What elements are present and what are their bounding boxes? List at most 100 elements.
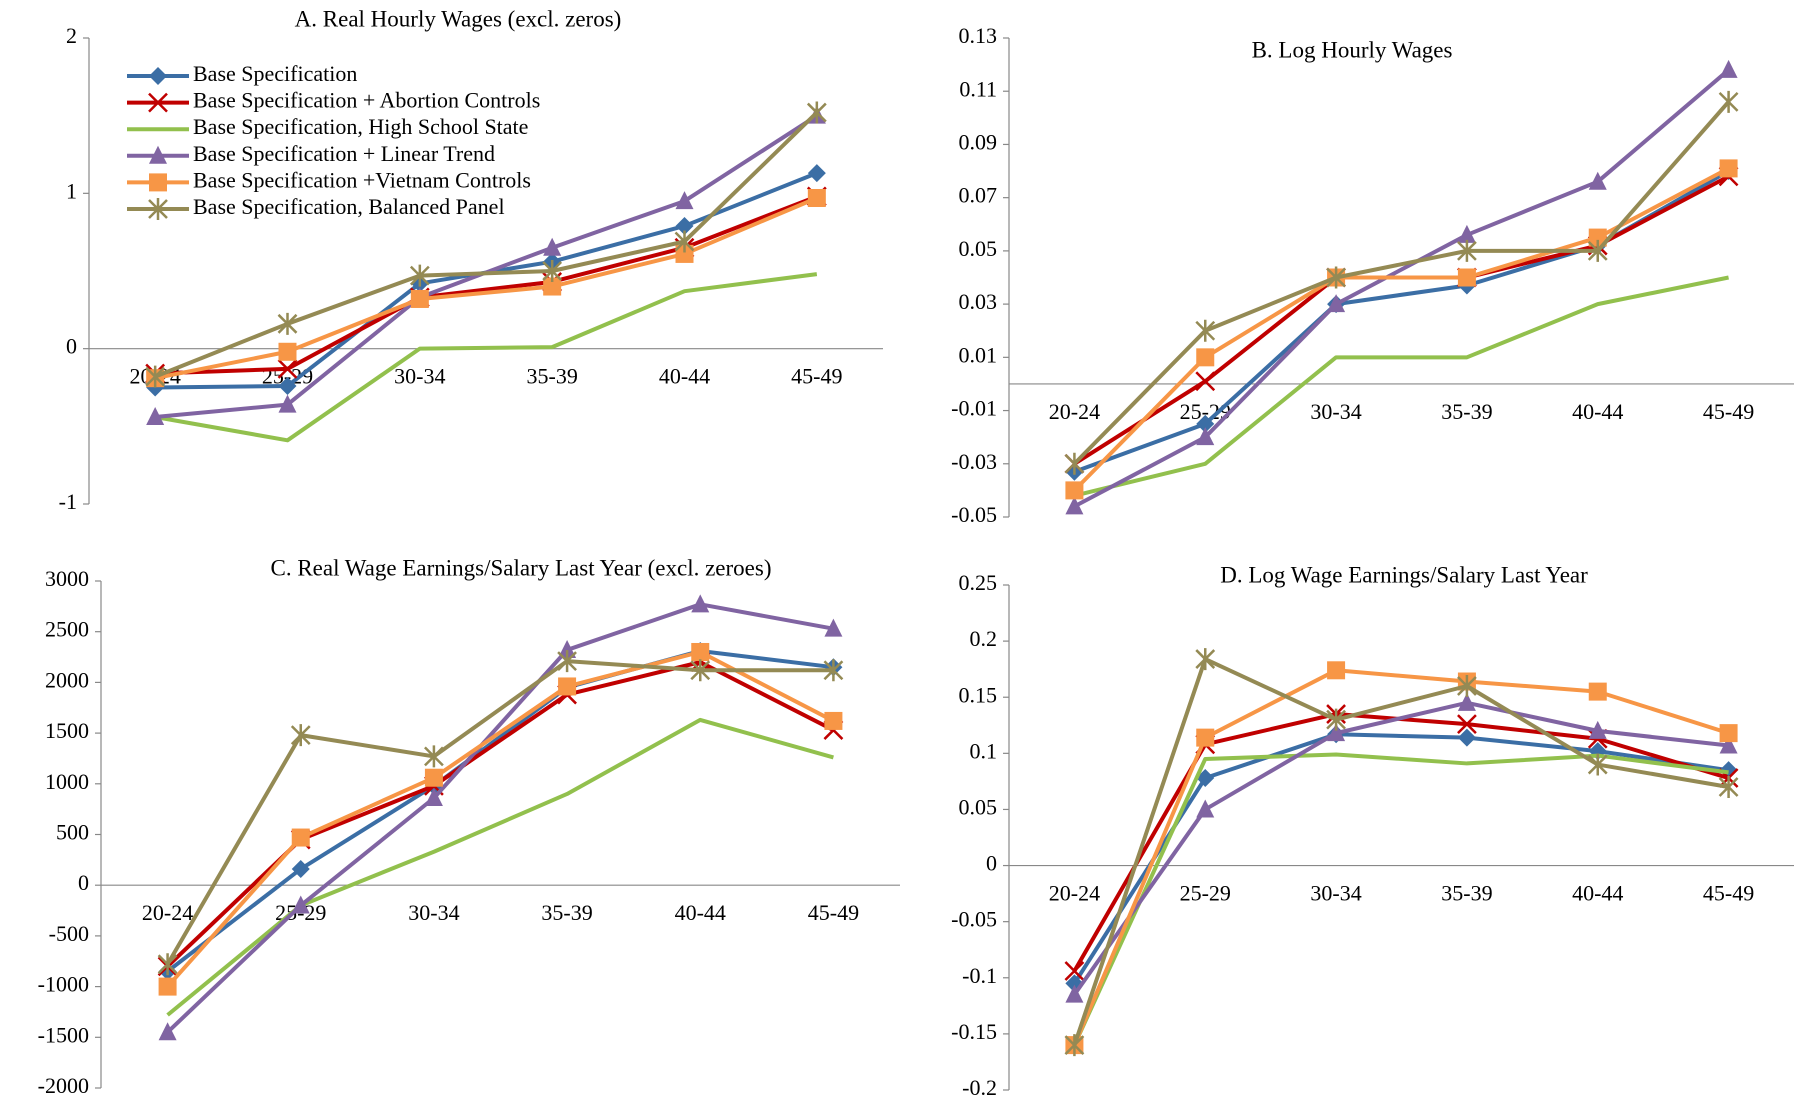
marker — [1064, 961, 1085, 981]
marker — [806, 101, 827, 124]
marker — [807, 164, 826, 183]
x-tick-label: 30-34 — [394, 364, 445, 389]
y-tick-label: 0.1 — [970, 738, 998, 763]
series-line — [166, 648, 834, 973]
y-tick-label: -0.01 — [951, 396, 997, 421]
marker — [1196, 348, 1215, 367]
marker — [1196, 427, 1215, 446]
marker — [1064, 452, 1085, 475]
y-tick-label: -1500 — [38, 1022, 89, 1047]
x-tick-label: 40-44 — [675, 900, 726, 925]
y-tick-label: 0.13 — [959, 23, 998, 48]
marker — [674, 230, 695, 253]
marker — [1457, 268, 1476, 287]
legend-label: Base Specification + Abortion Controls — [193, 88, 540, 113]
marker — [1326, 266, 1346, 289]
marker — [1326, 708, 1346, 731]
y-tick-label: 0.05 — [959, 794, 998, 819]
y-tick-label: 500 — [56, 820, 89, 845]
y-tick-label: 0 — [66, 334, 77, 359]
marker — [410, 289, 429, 308]
series-line — [1072, 732, 1729, 985]
series-line — [1072, 657, 1729, 1046]
y-tick-label: 0.11 — [959, 76, 997, 101]
x-tick-label: 45-49 — [808, 900, 859, 925]
marker — [424, 745, 444, 768]
marker — [690, 659, 711, 682]
marker — [1065, 481, 1084, 500]
marker — [1588, 228, 1607, 247]
x-tick-label: 45-49 — [1703, 881, 1754, 906]
marker — [1719, 159, 1738, 178]
marker — [1718, 90, 1739, 113]
marker — [424, 768, 443, 787]
marker — [675, 244, 694, 263]
x-tick-label: 30-34 — [1310, 399, 1361, 424]
y-tick-label: 2500 — [45, 617, 89, 642]
x-tick-label: 35-39 — [1441, 881, 1492, 906]
x-tick-label: 20-24 — [1049, 881, 1100, 906]
x-tick-label: 45-49 — [1703, 399, 1754, 424]
y-tick-label: 0.25 — [959, 570, 998, 595]
marker — [158, 977, 177, 996]
series-line — [1072, 752, 1729, 1046]
series-line — [166, 649, 835, 988]
marker — [675, 216, 694, 235]
y-tick-label: 0 — [986, 851, 997, 876]
marker — [1457, 239, 1477, 262]
marker — [278, 394, 297, 413]
y-tick-label: 3000 — [45, 566, 89, 591]
x-tick-label: 35-39 — [541, 900, 592, 925]
series-line — [1072, 100, 1731, 466]
chart-title: B. Log Hourly Wages — [1252, 37, 1453, 62]
legend-label: Base Specification — [193, 61, 357, 86]
marker — [543, 277, 562, 296]
marker — [823, 659, 844, 682]
marker — [424, 787, 443, 806]
legend-label: Base Specification, Balanced Panel — [193, 194, 505, 219]
x-tick-label: 25-29 — [1180, 881, 1231, 906]
marker — [1457, 692, 1476, 711]
chart-title: D. Log Wage Earnings/Salary Last Year — [1220, 562, 1588, 587]
x-tick-label: 40-44 — [1572, 881, 1623, 906]
marker — [1327, 294, 1346, 313]
y-tick-label: 2000 — [45, 667, 89, 692]
marker — [1718, 776, 1739, 798]
marker — [1719, 735, 1738, 754]
marker — [1588, 720, 1607, 739]
legend-marker — [148, 92, 168, 113]
marker — [146, 407, 165, 426]
series-line — [1073, 68, 1730, 509]
marker — [1457, 714, 1477, 735]
marker — [1195, 371, 1216, 392]
y-tick-label: 0.2 — [970, 626, 998, 651]
series-line — [165, 659, 834, 966]
y-tick-label: -0.1 — [962, 963, 997, 988]
y-tick-label: 0.01 — [959, 342, 998, 367]
x-tick-label: 35-39 — [527, 364, 578, 389]
marker — [558, 677, 577, 696]
marker — [691, 642, 710, 661]
x-tick-label: 20-24 — [142, 900, 193, 925]
marker — [1587, 753, 1608, 776]
y-tick-label: -500 — [49, 921, 89, 946]
marker — [1327, 661, 1346, 680]
y-tick-label: 1500 — [45, 718, 89, 743]
marker — [1457, 728, 1476, 747]
x-tick-label: 30-34 — [1310, 881, 1361, 906]
y-tick-label: 2 — [66, 23, 77, 48]
marker — [1196, 414, 1215, 433]
legend-label: Base Specification +Vietnam Controls — [193, 167, 531, 192]
x-tick-label: 35-39 — [1441, 399, 1492, 424]
y-tick-label: -1 — [59, 489, 77, 514]
chart-title: C. Real Wage Earnings/Salary Last Year (… — [270, 555, 771, 580]
marker — [1588, 171, 1607, 190]
y-tick-label: 0 — [78, 870, 89, 895]
marker — [291, 895, 310, 914]
marker — [157, 953, 178, 976]
legend-label: Base Specification, High School State — [193, 114, 528, 139]
x-tick-label: 40-44 — [1572, 399, 1623, 424]
y-tick-label: 0.03 — [959, 289, 998, 314]
series-line — [166, 602, 834, 1034]
series-line — [1072, 700, 1729, 996]
